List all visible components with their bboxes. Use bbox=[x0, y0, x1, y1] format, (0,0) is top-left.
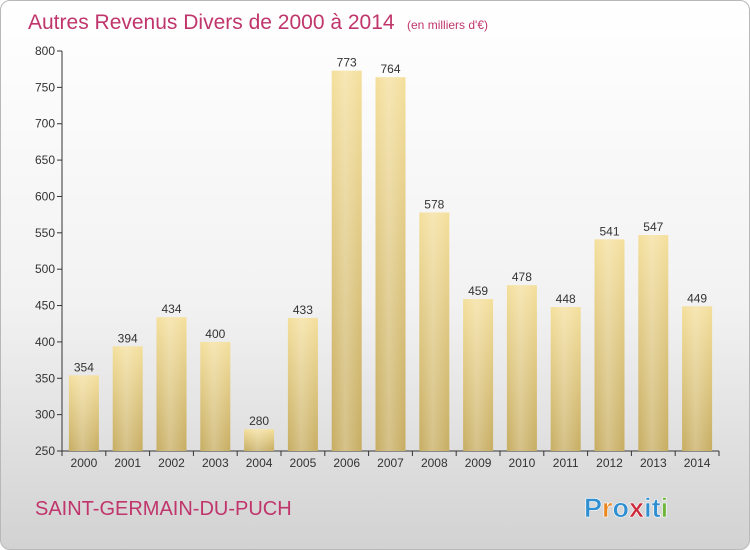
bar-highlight bbox=[331, 70, 362, 452]
y-tick-label: 300 bbox=[35, 408, 55, 422]
logo-letter: i bbox=[644, 493, 652, 523]
bar-highlight bbox=[112, 346, 143, 451]
bar-highlight bbox=[244, 429, 275, 451]
chart-title-main: Autres Revenus Divers de 2000 à 2014 bbox=[28, 11, 395, 34]
x-tick-label: 2012 bbox=[596, 456, 623, 470]
bar-highlight bbox=[550, 307, 581, 451]
bar-highlight bbox=[638, 235, 669, 451]
bar-highlight bbox=[594, 239, 625, 451]
x-tick-label: 2009 bbox=[465, 456, 492, 470]
bar-highlight bbox=[68, 375, 99, 451]
bar-highlight bbox=[375, 77, 406, 451]
bar-highlight bbox=[463, 299, 494, 451]
x-tick-label: 2005 bbox=[290, 456, 317, 470]
logo-letter: t bbox=[652, 493, 661, 523]
x-tick-label: 2011 bbox=[553, 456, 579, 470]
bar-highlight bbox=[200, 341, 231, 451]
data-label: 400 bbox=[205, 327, 225, 341]
bar-highlight bbox=[506, 285, 537, 451]
data-label: 764 bbox=[380, 62, 400, 76]
data-label: 478 bbox=[512, 270, 532, 284]
x-tick-label: 2002 bbox=[158, 456, 185, 470]
y-tick-label: 550 bbox=[35, 226, 55, 240]
chart-title-unit: (en milliers d'€) bbox=[407, 18, 488, 32]
data-label: 578 bbox=[424, 197, 444, 211]
y-tick-label: 700 bbox=[35, 117, 55, 131]
x-tick-label: 2001 bbox=[114, 456, 141, 470]
chart-title: Autres Revenus Divers de 2000 à 2014 (en… bbox=[28, 11, 488, 34]
logo-letter: P bbox=[584, 493, 602, 523]
y-tick-label: 400 bbox=[35, 335, 55, 349]
y-tick-label: 800 bbox=[35, 44, 55, 58]
y-tick-label: 650 bbox=[35, 153, 55, 167]
data-label: 773 bbox=[337, 56, 357, 70]
logo-letter: o bbox=[613, 493, 630, 523]
x-tick-label: 2004 bbox=[246, 456, 273, 470]
data-label: 434 bbox=[161, 302, 181, 316]
commune-name: SAINT-GERMAIN-DU-PUCH bbox=[35, 498, 292, 520]
data-label: 394 bbox=[118, 331, 138, 345]
bar-highlight bbox=[156, 317, 187, 451]
y-tick-label: 350 bbox=[35, 371, 55, 385]
data-label: 459 bbox=[468, 284, 488, 298]
y-tick-label: 450 bbox=[35, 299, 55, 313]
proxiti-logo[interactable]: Proxiti bbox=[584, 493, 669, 524]
y-tick-label: 250 bbox=[35, 444, 55, 458]
y-tick-label: 500 bbox=[35, 262, 55, 276]
x-tick-label: 2014 bbox=[684, 456, 711, 470]
y-tick-label: 750 bbox=[35, 80, 55, 94]
bar-highlight bbox=[419, 212, 450, 451]
x-tick-label: 2008 bbox=[421, 456, 448, 470]
bar-highlight bbox=[287, 317, 318, 451]
data-label: 433 bbox=[293, 303, 313, 317]
bar-highlight bbox=[682, 306, 713, 451]
logo-letter: r bbox=[602, 493, 613, 523]
bars: 354 2000 394 2001 434 2002 400 2003 280 2004 433 20… bbox=[68, 56, 713, 470]
x-tick-label: 2010 bbox=[509, 456, 536, 470]
data-label: 448 bbox=[556, 292, 576, 306]
data-label: 280 bbox=[249, 414, 269, 428]
logo-text: Proxiti bbox=[584, 493, 668, 523]
data-label: 449 bbox=[687, 291, 707, 305]
x-tick-label: 2006 bbox=[333, 456, 360, 470]
y-tick-label: 600 bbox=[35, 189, 55, 203]
logo-letter: i bbox=[661, 493, 669, 523]
x-tick-label: 2007 bbox=[377, 456, 404, 470]
logo-letter: x bbox=[629, 493, 644, 523]
x-tick-label: 2000 bbox=[71, 456, 98, 470]
x-tick-label: 2013 bbox=[640, 456, 667, 470]
data-label: 541 bbox=[599, 224, 619, 238]
data-label: 547 bbox=[643, 220, 663, 234]
data-label: 354 bbox=[74, 360, 94, 374]
x-tick-label: 2003 bbox=[202, 456, 229, 470]
